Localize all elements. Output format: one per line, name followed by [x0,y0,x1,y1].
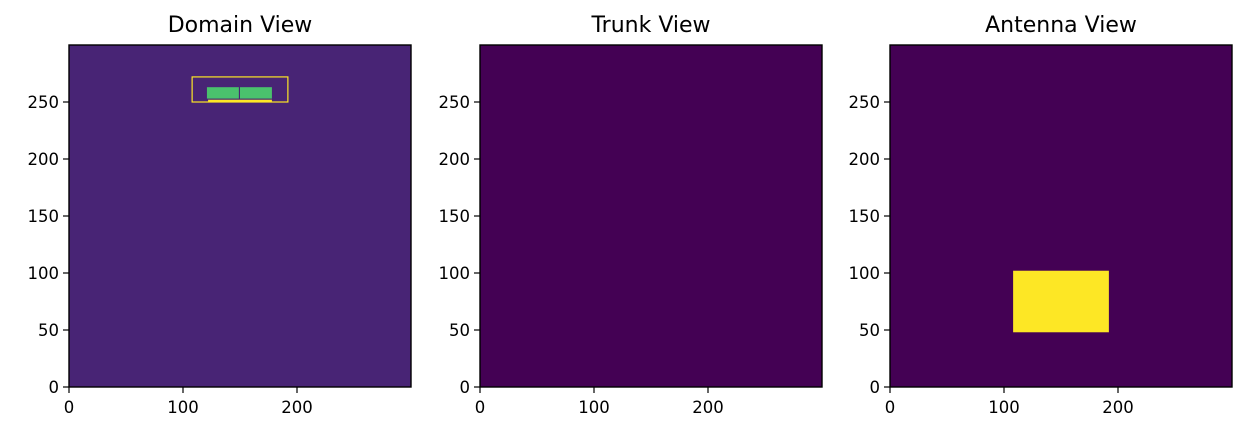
y-tick-label: 0 [460,378,471,397]
x-tick-label: 0 [885,398,896,417]
region-block [1013,270,1109,333]
region-bar [208,99,272,102]
x-tick-label: 100 [167,398,199,417]
x-tick-label: 200 [281,398,313,417]
y-tick-label: 250 [439,93,471,112]
heatmap-background [890,45,1232,387]
y-tick-label: 50 [449,321,470,340]
chart-title: Trunk View [590,13,710,38]
x-tick-label: 0 [64,398,75,417]
y-tick-label: 150 [439,207,471,226]
y-tick-label: 200 [439,150,471,169]
y-tick-label: 0 [49,378,60,397]
y-tick-label: 50 [38,321,59,340]
y-tick-label: 200 [849,150,881,169]
y-tick-label: 100 [849,264,881,283]
y-tick-label: 150 [28,207,60,226]
y-tick-label: 200 [28,150,60,169]
x-tick-label: 200 [692,398,724,417]
chart-panel-2: Trunk View 0 100 200 0 50 100 150 200 250 [439,13,823,417]
y-tick-label: 0 [870,378,881,397]
chart-title: Domain View [168,13,313,38]
region-block-right [240,87,272,99]
chart-panel-3: Antenna View 0 100 200 0 50 100 150 200 250 [849,13,1233,417]
chart-title: Antenna View [985,13,1137,38]
x-tick-label: 0 [475,398,486,417]
y-tick-label: 50 [859,321,880,340]
x-tick-label: 100 [988,398,1020,417]
x-tick-label: 200 [1102,398,1134,417]
x-tick-label: 100 [578,398,610,417]
region-block-left [206,87,239,99]
y-tick-label: 250 [849,93,881,112]
y-tick-label: 100 [439,264,471,283]
chart-panel-1: Domain View 0 100 200 0 50 100 150 200 250 [28,13,412,417]
heatmap-background [480,45,822,387]
y-tick-label: 100 [28,264,60,283]
y-tick-label: 250 [28,93,60,112]
y-tick-label: 150 [849,207,881,226]
